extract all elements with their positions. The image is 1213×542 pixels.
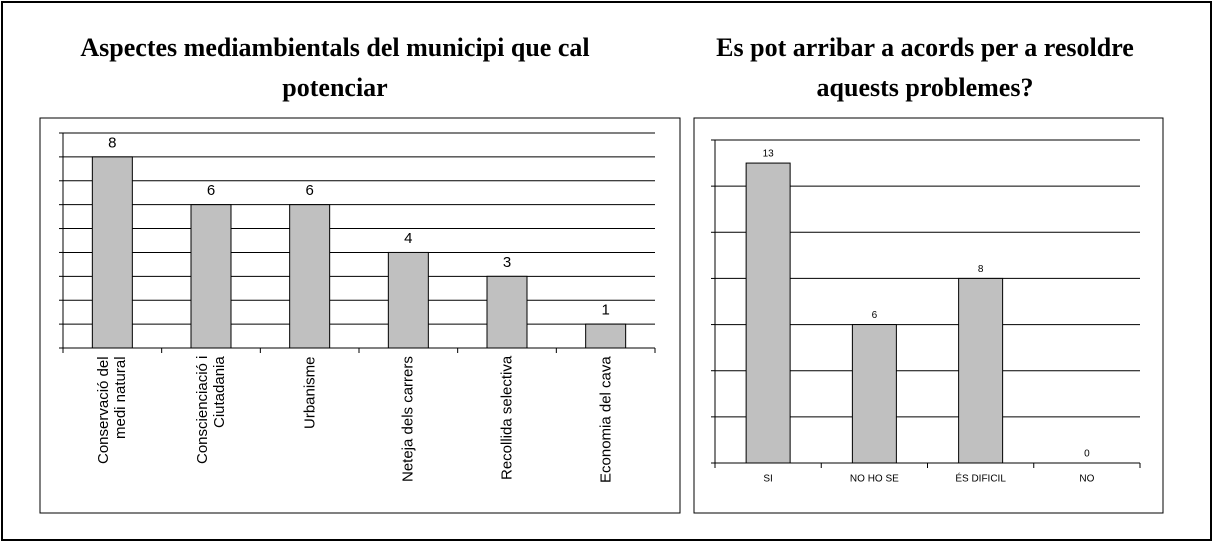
x-tick-label: SI — [763, 474, 772, 485]
value-label: 13 — [763, 149, 775, 160]
value-label: 8 — [108, 134, 116, 151]
x-tick-label: Economia del cava — [597, 356, 615, 483]
bar — [958, 277, 1004, 464]
x-tick-label: NO HO SE — [850, 474, 899, 485]
value-label: 6 — [207, 182, 215, 199]
value-label: 1 — [601, 302, 609, 319]
x-tick-label: NO — [1079, 474, 1094, 485]
value-label: 6 — [305, 182, 313, 199]
x-tick-label: Conservació del medi natural — [95, 356, 130, 464]
bar — [190, 204, 232, 349]
bar — [486, 275, 528, 349]
x-tick-label: Recollida selectiva — [498, 356, 516, 481]
value-label: 0 — [1084, 449, 1090, 460]
x-tick-label: Conscienciació i Ciutadania — [194, 356, 228, 465]
x-tick-label: ÉS DIFICIL — [955, 472, 1006, 485]
chart-title: Es pot arribar a acords per a resoldre a… — [716, 33, 1134, 102]
bar — [289, 204, 331, 349]
value-label: 8 — [978, 264, 984, 275]
x-tick-label: Urbanisme — [301, 356, 319, 429]
value-label: 4 — [404, 230, 412, 247]
bar — [91, 156, 133, 349]
bar — [745, 162, 791, 464]
bar — [851, 324, 897, 464]
bar — [387, 251, 429, 349]
chart-title: Aspectes mediambientals del municipi que… — [80, 33, 590, 102]
value-label: 6 — [872, 310, 878, 321]
value-label: 3 — [503, 254, 511, 271]
bar — [585, 323, 627, 349]
x-tick-label: Neteja dels carrers — [399, 356, 417, 482]
chart-frame — [39, 117, 681, 514]
